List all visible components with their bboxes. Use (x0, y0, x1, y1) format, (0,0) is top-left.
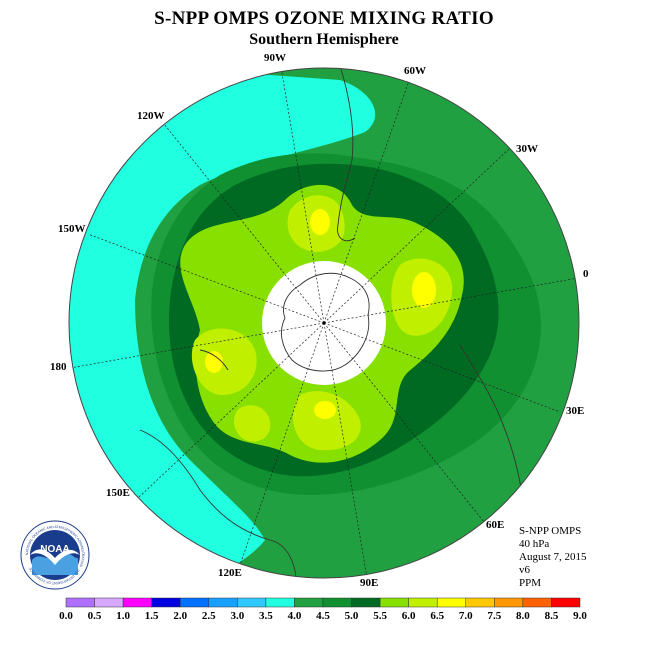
field-band-3-5 (69, 68, 376, 578)
south-america-coastline (337, 68, 356, 242)
field-band-6-0 (292, 391, 361, 451)
field-band-6-5 (314, 401, 336, 419)
field-band-6-0 (234, 405, 271, 442)
antarctica-coastline (281, 272, 370, 372)
coastlines (139, 68, 526, 578)
lon-label-90e: 90E (360, 577, 378, 589)
info-units: PPM (519, 577, 542, 589)
meridian-0 (323, 277, 579, 324)
meridian-60e (323, 322, 485, 523)
lon-label-60e: 60E (486, 519, 504, 531)
info-pressure: 40 hPa (519, 538, 550, 550)
meridian-90e (323, 322, 368, 578)
lon-label-150w: 150W (58, 223, 86, 235)
meridian-120e (238, 322, 325, 569)
map-subtitle: Southern Hemisphere (249, 31, 399, 48)
field-band-6-5 (205, 351, 223, 373)
new-zealand-coastline (199, 349, 229, 371)
lon-label-30e: 30E (566, 405, 584, 417)
meridian-90w (280, 68, 325, 324)
lon-label-90w: 90W (264, 52, 286, 64)
meridian-60w (323, 77, 411, 324)
lon-label-180: 180 (50, 361, 67, 373)
africa-coastline (459, 344, 526, 511)
map-title: S-NPP OMPS OZONE MIXING RATIO (154, 8, 494, 29)
noaa-logo: NOAA NATIONAL OCEANIC AND ATMOSPHERIC AD… (20, 520, 90, 590)
lon-label-30w: 30W (516, 143, 538, 155)
field-band-6-5 (310, 209, 330, 235)
lon-label-0: 0 (583, 268, 589, 280)
field-band-6-5 (412, 272, 436, 308)
meridian-120w (163, 123, 325, 324)
meridian-180 (69, 322, 325, 369)
lon-label-120w: 120W (137, 110, 165, 122)
australia-coastline (139, 429, 297, 578)
info-instrument: S-NPP OMPS (519, 525, 582, 537)
map-boundary (68, 67, 580, 579)
meridian-150e (137, 322, 325, 499)
info-date: August 7, 2015 (519, 551, 587, 563)
info-version: v6 (519, 564, 530, 576)
lon-label-150e: 150E (106, 487, 130, 499)
south-pole-dot (322, 321, 326, 325)
meridian-grid (69, 68, 579, 578)
lon-label-60w: 60W (404, 65, 426, 77)
noaa-logo-text: NOAA (40, 544, 69, 555)
lon-label-120e: 120E (218, 567, 242, 579)
meridian-30w (323, 147, 511, 324)
field-band-6-0 (191, 328, 257, 395)
